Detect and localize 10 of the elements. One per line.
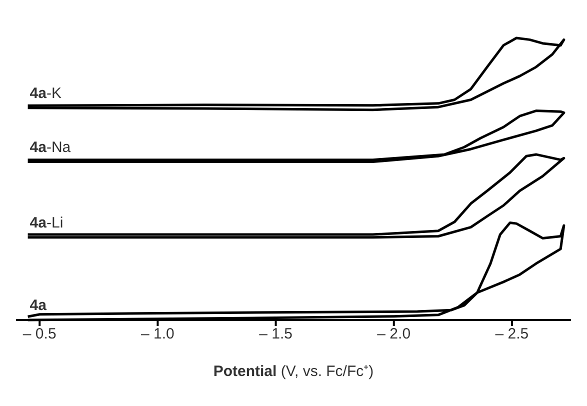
x-tick-label: – 1.5 [259,326,292,343]
x-tick-label: – 2.0 [377,326,411,343]
x-axis-title: Potential (V, vs. Fc/Fc⁺) [213,363,374,380]
series-label: 4a-K [30,84,62,102]
x-tick-label: – 0.5 [22,326,56,343]
series-label: 4a-Na [30,138,72,156]
x-tick-label: – 2.5 [495,326,529,343]
series-label: 4a-Li [30,214,64,232]
x-tick-label: – 1.0 [141,326,174,343]
series-label: 4a [30,297,48,314]
